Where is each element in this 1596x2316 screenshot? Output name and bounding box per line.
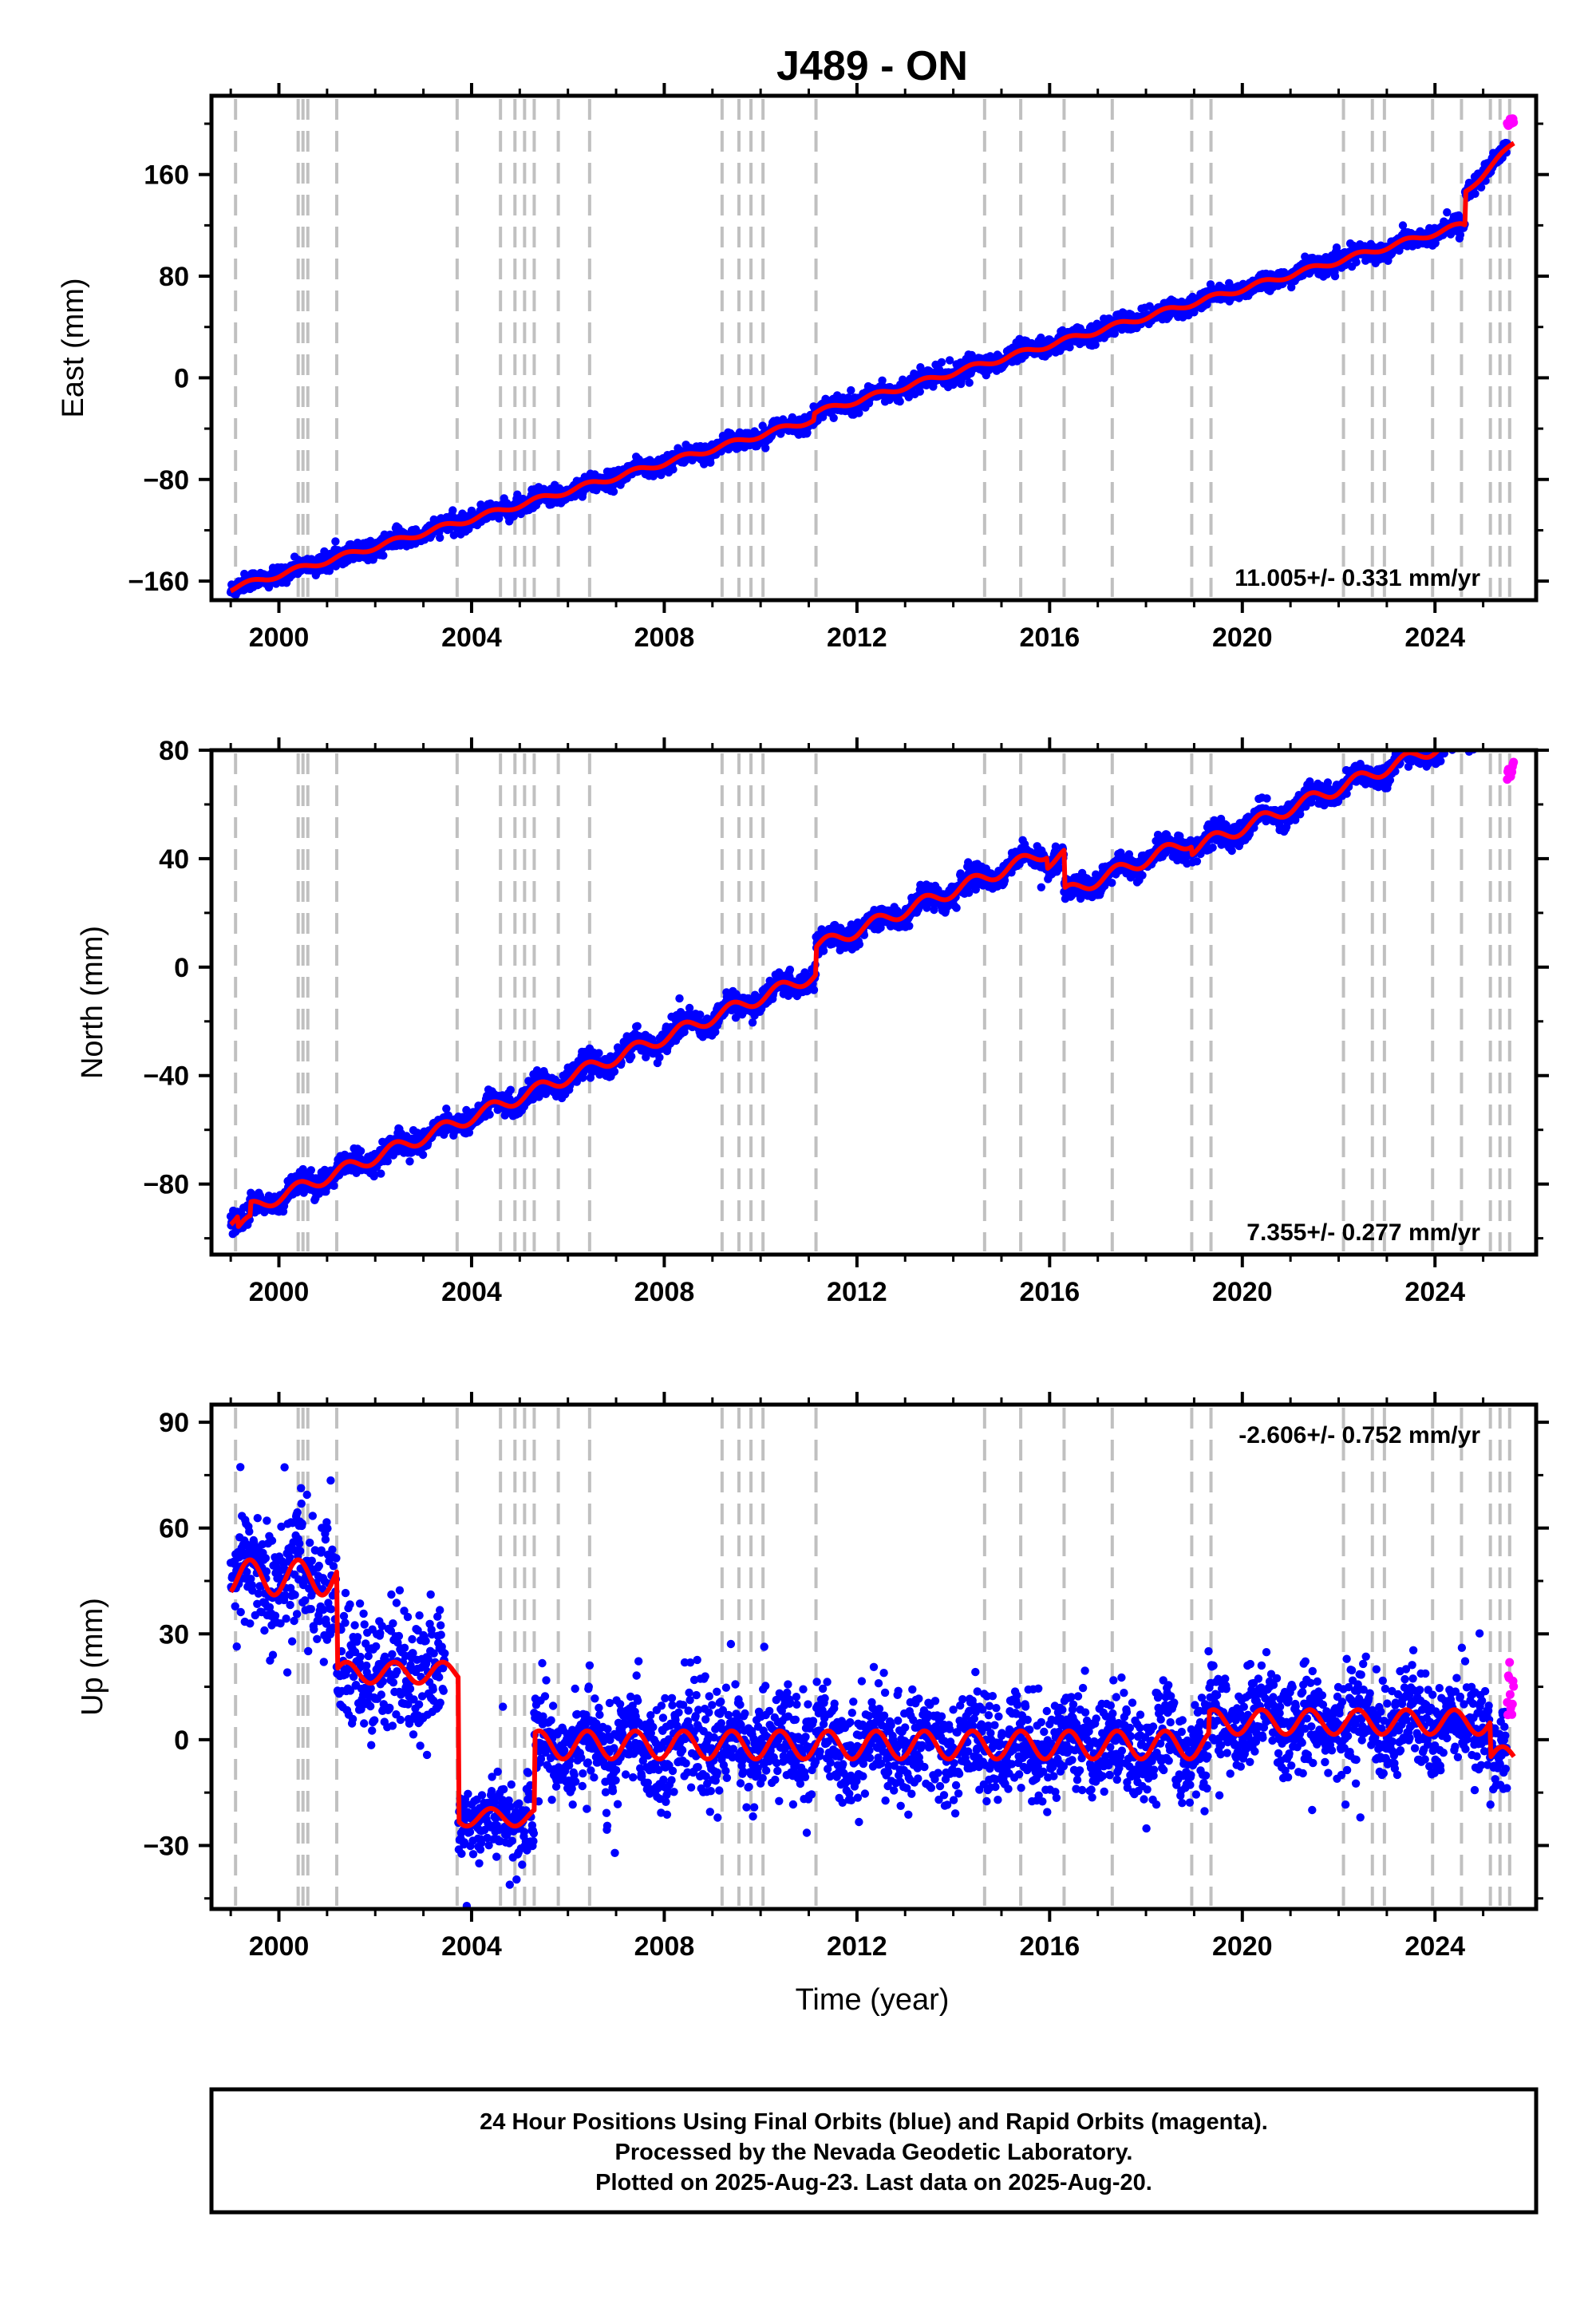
data-point (761, 444, 770, 453)
figure-title: J489 - ON (776, 43, 968, 89)
y-axis-label: East (mm) (57, 278, 90, 417)
data-point (306, 1166, 315, 1175)
y-tick-label: −80 (143, 465, 189, 496)
data-point (809, 986, 819, 994)
plot-area (211, 750, 1536, 1255)
rapid-orbit-point (1509, 117, 1519, 127)
data-point (633, 1022, 642, 1031)
data-point (379, 551, 388, 560)
data-point (418, 1150, 428, 1160)
data-point (706, 458, 715, 467)
x-tick-label: 2000 (249, 622, 310, 653)
x-tick-label: 2024 (1404, 622, 1465, 653)
y-tick-label: 80 (159, 262, 189, 292)
data-point (915, 387, 925, 396)
data-point (330, 1181, 338, 1191)
data-point (1352, 258, 1361, 267)
data-point (610, 1067, 619, 1076)
plot-area (211, 96, 1536, 600)
data-point (331, 537, 340, 546)
data-point (513, 490, 522, 499)
data-point (829, 413, 838, 422)
data-point (945, 356, 954, 365)
data-point (506, 1085, 515, 1094)
data-point (819, 947, 828, 955)
data-point (855, 409, 863, 417)
data-point (878, 376, 887, 385)
x-tick-label: 2012 (827, 622, 887, 653)
data-point (595, 1049, 603, 1057)
data-point (895, 397, 904, 406)
data-point (696, 1010, 705, 1019)
data-point (627, 1052, 636, 1061)
x-tick-label: 2020 (1212, 622, 1273, 653)
y-tick-label: −160 (128, 567, 189, 597)
data-point (485, 1110, 494, 1119)
data-point (847, 385, 855, 395)
data-point (356, 1147, 365, 1156)
data-point (855, 940, 864, 949)
x-tick-label: 2016 (1020, 622, 1080, 653)
data-point (448, 506, 457, 515)
data-point (377, 1169, 385, 1178)
data-point (1471, 189, 1479, 198)
data-point (675, 994, 684, 1003)
data-point (405, 1157, 414, 1166)
velocity-rate-label: 11.005+/- 0.331 mm/yr (1235, 565, 1480, 591)
east-panel: −160 −80 0 80 160 2000 2004 2008 2012 2016 2020 202… (57, 83, 1549, 653)
data-point (1330, 271, 1340, 281)
data-point (669, 465, 678, 474)
y-tick-label: 160 (144, 160, 189, 191)
data-point (748, 1018, 757, 1027)
data-point (449, 531, 458, 539)
data-point (937, 358, 946, 367)
data-point (436, 533, 444, 542)
data-point (609, 487, 618, 496)
data-point (396, 541, 405, 550)
data-point (1443, 207, 1452, 217)
data-point (655, 1053, 664, 1062)
x-tick-label: 2008 (634, 622, 695, 653)
data-point (965, 378, 974, 387)
x-tick-label: 2004 (441, 622, 502, 653)
data-point (785, 965, 795, 974)
y-tick-label: 0 (174, 363, 189, 393)
